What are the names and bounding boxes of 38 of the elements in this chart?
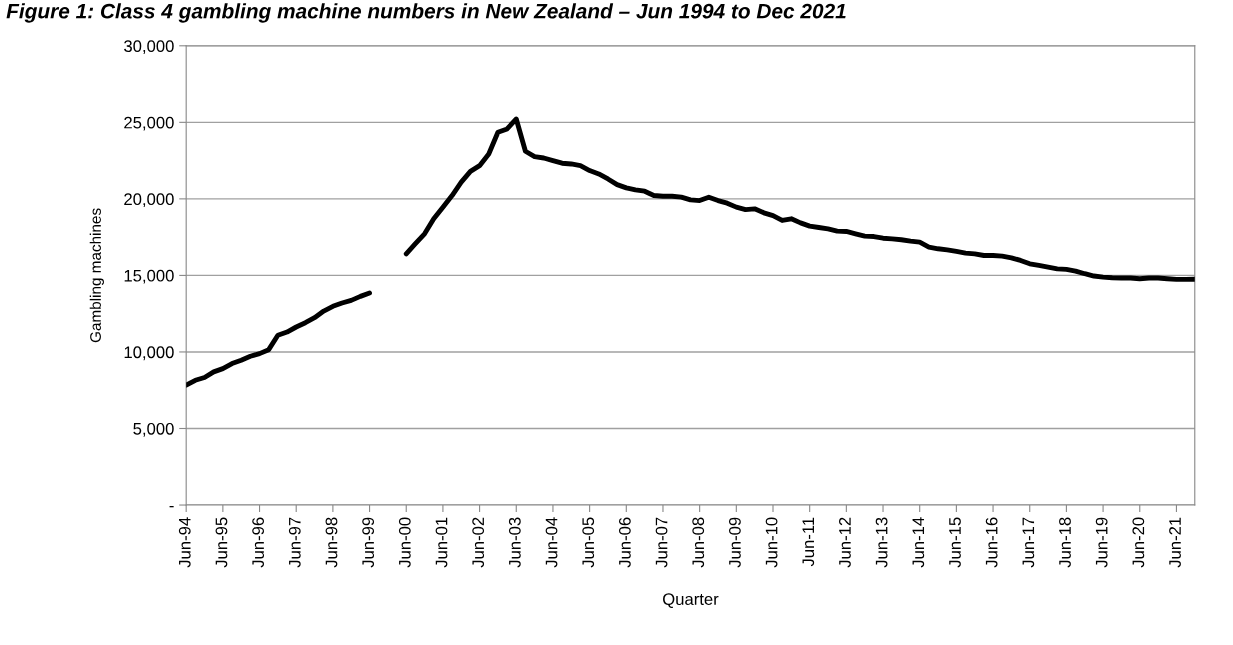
x-axis-title: Quarter: [663, 593, 719, 609]
x-tick-label: Jun-00: [398, 517, 411, 568]
x-tick-label: Jun-06: [618, 517, 631, 568]
x-tick-label: Jun-01: [435, 517, 448, 568]
y-tick-label: 25,000: [124, 116, 174, 131]
x-tick-label: Jun-11: [802, 517, 815, 567]
x-tick-label: Jun-14: [912, 517, 925, 568]
x-tick-label: Jun-04: [545, 517, 558, 568]
y-tick-label: 5,000: [133, 422, 174, 437]
y-tick-label: 10,000: [124, 346, 174, 361]
x-tick-label: Jun-20: [1132, 517, 1145, 568]
chart-title: Figure 1: Class 4 gambling machine numbers in New Zealand – Jun 1994 to Dec 2021: [6, 3, 846, 23]
x-tick-label: Jun-19: [1095, 517, 1108, 568]
x-tick-label: Jun-97: [288, 517, 301, 568]
y-tick-label: -: [169, 506, 174, 508]
x-tick-label: Jun-95: [215, 517, 228, 568]
x-tick-label: Jun-03: [508, 517, 521, 568]
y-axis-title: Gambling machines: [89, 208, 104, 343]
x-tick-label: Jun-96: [252, 517, 265, 568]
x-tick-label: Jun-08: [692, 517, 705, 568]
x-tick-label: Jun-15: [949, 517, 961, 568]
x-tick-label: Jun-13: [875, 517, 888, 568]
x-tick-label: Jun-09: [729, 517, 741, 568]
x-tick-label: Jun-17: [1022, 517, 1035, 568]
x-tick-label: Jun-99: [362, 517, 375, 568]
x-tick-label: Jun-16: [985, 517, 998, 568]
x-tick-label: Jun-02: [472, 517, 485, 568]
x-tick-label: Jun-12: [839, 517, 851, 568]
x-tick-label: Jun-18: [1059, 517, 1071, 568]
y-tick-label: 20,000: [124, 193, 174, 208]
x-tick-label: Jun-21: [1169, 517, 1181, 568]
x-tick-label: Jun-10: [765, 517, 778, 568]
x-tick-label: Jun-07: [655, 517, 668, 568]
x-tick-label: Jun-05: [582, 517, 595, 568]
x-tick-label: Jun-98: [325, 517, 338, 568]
y-tick-label: 15,000: [124, 269, 174, 284]
y-tick-label: 30,000: [124, 40, 174, 54]
x-tick-label: Jun-94: [178, 517, 191, 568]
